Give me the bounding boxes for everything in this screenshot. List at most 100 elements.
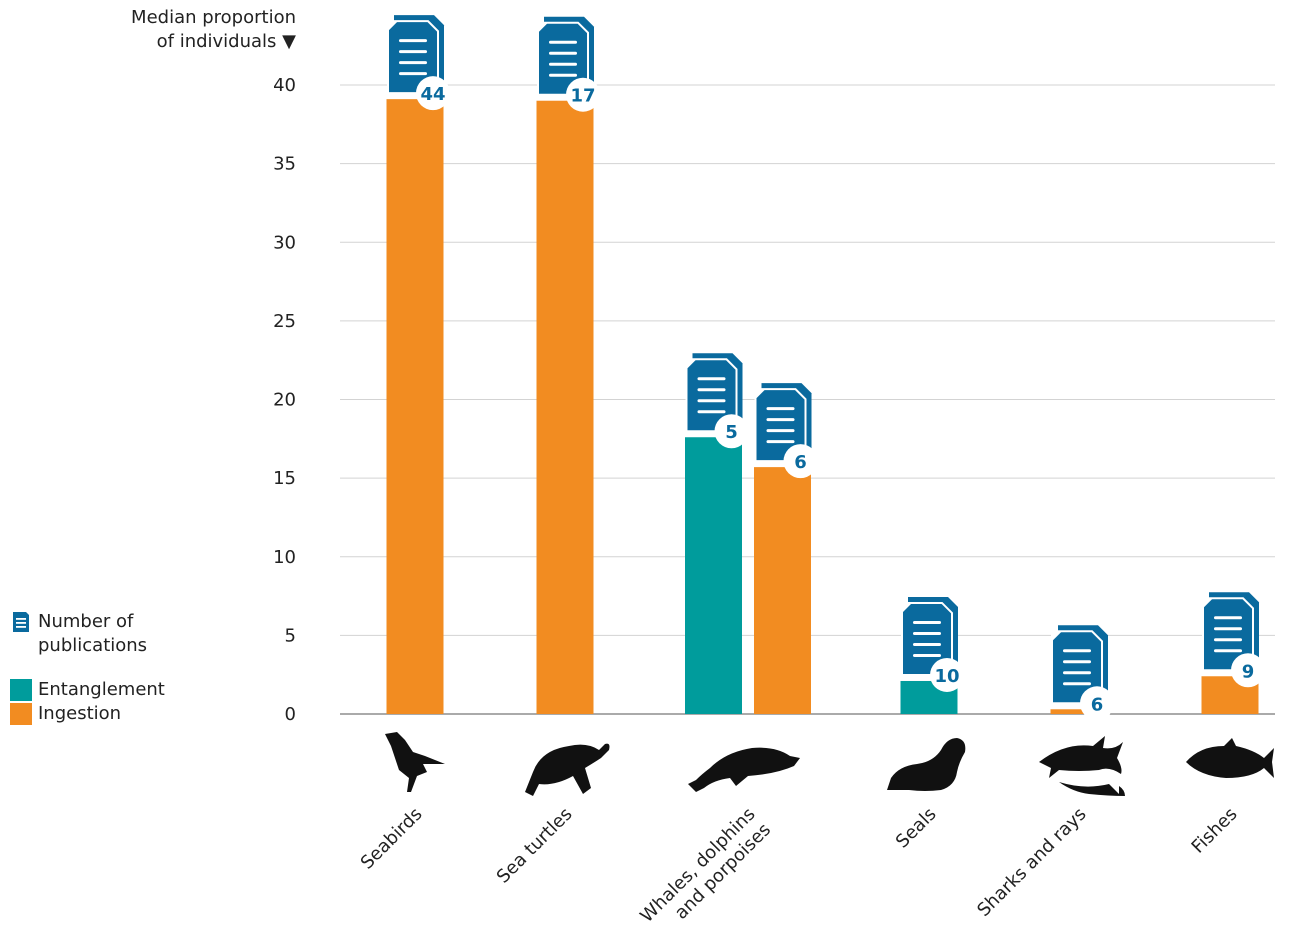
document-icon-line: [399, 72, 427, 76]
legend-ingestion-label: Ingestion: [38, 703, 122, 724]
document-icon: [13, 612, 29, 632]
document-icon-fold: [686, 359, 697, 370]
document-icon-line: [913, 642, 941, 646]
x-tick-label-line: Fishes: [1188, 804, 1242, 858]
document-icon-line: [399, 39, 427, 43]
bar-ingestion: [1050, 709, 1108, 714]
y-axis-label-line2: of individuals ▼: [156, 31, 296, 52]
whale-icon: [688, 747, 800, 792]
y-axis-label-line1: Median proportion: [131, 7, 296, 28]
sea-turtle-icon-shape: [525, 743, 610, 796]
entanglement-swatch: [10, 679, 32, 701]
y-tick-label: 30: [273, 232, 296, 253]
x-tick-label: Whales, dolphinsand porpoises: [636, 804, 775, 939]
document-icon-line: [913, 620, 941, 624]
y-axis-label: Median proportion of individuals ▼: [131, 6, 296, 54]
document-icon-line: [1063, 671, 1091, 675]
bar-entanglement: [685, 437, 742, 714]
publication-count-label: 6: [1091, 694, 1104, 715]
legend: Number of publications Entanglement Inge…: [10, 610, 165, 726]
x-tick-label: Fishes: [1188, 804, 1242, 858]
publications-icon: 9: [1202, 592, 1265, 688]
document-icon-line: [549, 62, 577, 66]
document-icon-fold: [1052, 631, 1062, 642]
publication-count-badge: [1231, 653, 1265, 688]
legend-item-publications: Number of publications: [10, 610, 165, 658]
publications-icon: 10: [901, 596, 964, 692]
document-icon-line: [399, 61, 427, 65]
legend-item-ingestion: Ingestion: [10, 702, 165, 726]
publication-count-label: 6: [794, 452, 807, 473]
seal-icon-shape: [887, 738, 966, 791]
document-icon-line: [1063, 649, 1091, 653]
legend-item-entanglement: Entanglement: [10, 678, 165, 702]
document-icon-line: [549, 51, 577, 55]
pelican-icon: [385, 732, 445, 792]
y-tick-label: 10: [273, 547, 296, 568]
document-icon-fold: [1203, 598, 1213, 609]
publications-icon: 5: [685, 353, 749, 449]
document-icon-fold: [902, 602, 912, 613]
fish-icon: [1186, 738, 1274, 778]
document-icon-line: [697, 410, 726, 414]
publication-count-label: 10: [934, 666, 959, 687]
document-icon-fold: [388, 21, 398, 32]
x-tick-label-line: Sharks and rays: [973, 804, 1090, 921]
shark-icon-shape: [1039, 736, 1125, 796]
x-tick-label-line: Sea turtles: [493, 804, 577, 888]
x-tick-label-line: Seabirds: [357, 804, 427, 874]
document-icon-line: [697, 399, 726, 403]
ingestion-swatch: [10, 703, 32, 725]
document-icon-line: [913, 631, 941, 635]
y-tick-label: 25: [273, 311, 296, 332]
document-icon-fold: [538, 22, 548, 33]
whale-icon-shape: [688, 747, 800, 792]
bar-ingestion: [386, 99, 444, 715]
document-icon-line: [1063, 682, 1091, 686]
document-icon-line: [766, 418, 795, 422]
publications-icon: 44: [387, 15, 450, 111]
document-icon-line: [697, 377, 726, 381]
document-icon-line: [766, 440, 795, 444]
publications-icon: 17: [537, 16, 600, 112]
legend-publications-line2: publications: [38, 635, 148, 656]
publication-count-badge: [566, 77, 600, 112]
legend-publications-line1: Number of: [38, 611, 134, 632]
bar-ingestion: [754, 467, 811, 714]
publications-icon: 6: [1051, 625, 1114, 721]
x-tick-label: Sea turtles: [493, 804, 577, 888]
document-icon-line: [766, 407, 795, 411]
x-tick-label: Seabirds: [357, 804, 427, 874]
document-icon-line: [1063, 660, 1091, 664]
x-tick-label-line: Seals: [892, 804, 941, 853]
document-icon-line: [549, 73, 577, 77]
shark-icon: [1039, 736, 1125, 796]
legend-entanglement-label: Entanglement: [38, 679, 165, 700]
publication-count-label: 17: [570, 86, 595, 107]
document-icon-line: [1214, 627, 1242, 631]
publication-count-badge: [714, 414, 749, 449]
x-tick-label: Sharks and rays: [973, 804, 1090, 921]
publication-count-label: 5: [725, 422, 738, 443]
document-icon-line: [399, 50, 427, 54]
y-tick-label: 15: [273, 468, 296, 489]
document-icon-line: [697, 388, 726, 392]
y-tick-label: 40: [273, 75, 296, 96]
publication-count-badge: [783, 444, 818, 479]
document-icon-line: [1214, 649, 1242, 653]
publication-count-label: 44: [420, 84, 445, 105]
y-tick-label: 5: [285, 625, 296, 646]
document-icon-line: [1214, 616, 1242, 620]
sea-turtle-icon: [525, 743, 610, 796]
x-tick-label: Seals: [892, 804, 941, 853]
publication-count-label: 9: [1242, 661, 1255, 682]
publications-icon: 6: [754, 383, 818, 479]
bar-ingestion: [536, 100, 594, 715]
seal-icon: [887, 738, 966, 791]
y-tick-label: 0: [285, 704, 296, 725]
publication-count-badge: [1080, 686, 1114, 721]
y-tick-label: 35: [273, 154, 296, 175]
publication-count-badge: [416, 76, 450, 111]
y-tick-label: 20: [273, 390, 296, 411]
